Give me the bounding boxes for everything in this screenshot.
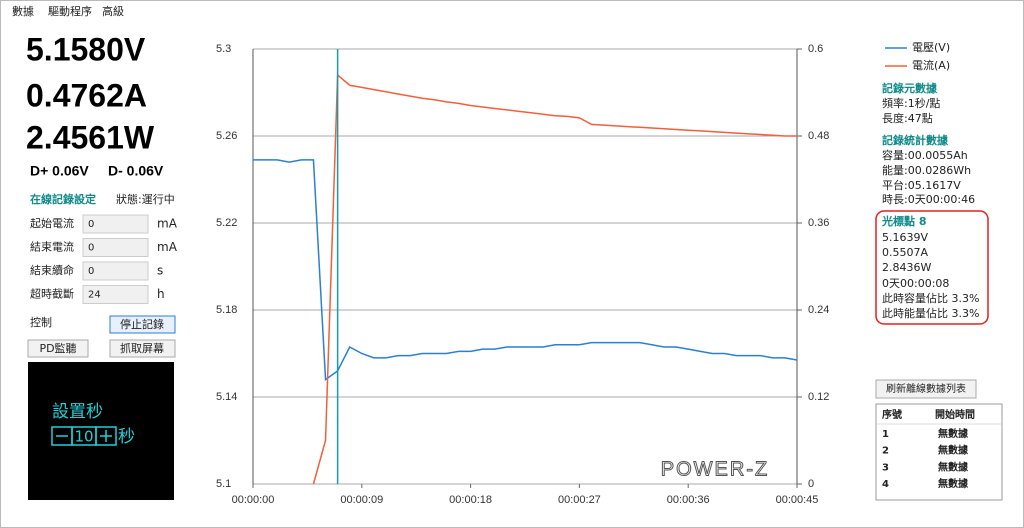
screen-controls (51, 426, 117, 446)
current-reading: 0.4762A (26, 77, 147, 113)
stop-button-label[interactable]: 停止記錄 (120, 317, 164, 331)
x-tick-label: 00:00:45 (776, 494, 819, 506)
cursor-box (875, 210, 989, 325)
series-line (253, 159, 798, 382)
setting-label: 結束續命 (30, 263, 74, 277)
cursor-time: 0天00:00:08 (882, 277, 949, 290)
cursor-voltage: 5.1639V (882, 231, 928, 244)
setting-unit: s (157, 264, 163, 278)
cursor-title: 光標點 8 (881, 214, 926, 228)
y2-tick-label: 0.36 (808, 217, 829, 229)
setting-unit: h (157, 287, 165, 301)
x-tick-label: 00:00:18 (449, 494, 492, 506)
status: 狀態:運行中 (116, 192, 175, 206)
length: 長度:47點 (882, 111, 933, 125)
screen-unit: 秒 (118, 427, 135, 447)
y2-tick-label: 0.12 (808, 391, 829, 403)
device-screen (28, 362, 174, 500)
settings-rows: 起始電流 0 mA 結束電流 0 mA 結束續命 0 s 超時截斷 24 h (30, 214, 178, 304)
cursor-current: 0.5507A (882, 246, 928, 259)
table-cell: 4 (882, 479, 889, 490)
setting-input[interactable] (82, 238, 149, 257)
capacity: 容量:00.0055Ah (882, 148, 968, 162)
setting-input[interactable] (82, 214, 149, 234)
power-reading: 2.4561W (26, 119, 155, 155)
setting-value: 0 (88, 266, 94, 277)
setting-label: 超時截斷 (30, 287, 74, 301)
dplus-reading: D+ 0.06V (30, 163, 89, 179)
platform: 平台:05.1617V (882, 178, 961, 192)
dminus-reading: D- 0.06V (108, 163, 164, 179)
setting-input[interactable] (82, 261, 149, 281)
table-cell: 1 (882, 429, 889, 440)
setting-value: 24 (88, 290, 101, 301)
table-cell: 2 (882, 446, 889, 457)
energy-ratio: 此時能量佔比 3.3% (882, 306, 979, 320)
logo: POWER-Z (661, 458, 769, 480)
capture-button-label[interactable]: 抓取屏幕 (120, 341, 164, 355)
x-tick-label: 00:00:00 (232, 494, 275, 506)
y-tick-label: 5.3 (216, 43, 231, 55)
energy: 能量:00.0286Wh (882, 163, 971, 177)
table-header: 序號 (882, 408, 902, 421)
setting-unit: mA (157, 240, 178, 254)
duration: 時長:0天00:00:46 (882, 193, 975, 206)
y2-tick-label: 0.24 (808, 304, 829, 316)
screen-title: 設置秒 (52, 402, 103, 422)
y2-tick-label: 0.6 (808, 43, 823, 55)
stats-title: 記錄統計數據 (882, 133, 949, 147)
pd-button-label[interactable]: PD監聽 (39, 341, 76, 355)
meta-title: 記錄元數據 (882, 81, 938, 95)
table-cell: 無數據 (938, 444, 969, 457)
control-label: 控制 (30, 315, 52, 329)
legend-label: 電壓(V) (912, 41, 950, 54)
table-cell: 無數據 (938, 477, 969, 490)
frequency: 頻率:1秒/點 (882, 96, 940, 110)
y2-tick-label: 0.48 (808, 130, 829, 142)
voltage-reading: 5.1580V (26, 31, 146, 67)
table-header: 開始時間 (935, 408, 975, 421)
settings-title: 在線記錄設定 (30, 192, 96, 206)
y-tick-label: 5.22 (216, 217, 237, 229)
table-cell: 3 (882, 462, 889, 473)
y-tick-label: 5.26 (216, 130, 237, 142)
x-tick-label: 00:00:27 (558, 494, 601, 506)
x-tick-label: 00:00:09 (340, 494, 383, 506)
table-body: 序號 開始時間 1 無數據 2 無數據 3 無數據 4 無數據 (882, 408, 975, 490)
setting-input[interactable] (82, 285, 149, 304)
legend-label: 電流(A) (912, 58, 950, 72)
menu-item[interactable]: 高級 (102, 4, 124, 18)
refresh-button-label[interactable]: 刷新離線數據列表 (886, 382, 966, 395)
menu-item[interactable]: 數據 (12, 4, 34, 18)
table-cell: 無數據 (938, 427, 969, 440)
record-table (875, 403, 1003, 501)
capacity-ratio: 此時容量佔比 3.3% (882, 291, 979, 305)
menu-item[interactable]: 驅動程序 (48, 4, 92, 18)
setting-label: 結束電流 (30, 240, 74, 254)
chart: 5.1 5.14 5.18 5.22 5.26 5.3 0 0.12 0.24 0.36 0.48 0… (216, 41, 950, 506)
y-tick-label: 5.14 (216, 391, 237, 403)
y-tick-label: 5.1 (216, 478, 231, 490)
stop-button[interactable] (109, 315, 176, 334)
table-cell: 無數據 (938, 460, 969, 473)
setting-value: 0 (88, 243, 94, 254)
screen-value: 10 (74, 428, 93, 446)
y-tick-label: 5.18 (216, 304, 237, 316)
cursor-power: 2.8436W (882, 261, 931, 274)
y2-tick-label: 0 (808, 478, 814, 490)
refresh-button[interactable] (875, 379, 977, 399)
series-line (312, 73, 797, 485)
x-tick-label: 00:00:36 (667, 494, 710, 506)
capture-button[interactable] (109, 339, 176, 358)
setting-label: 起始電流 (30, 216, 74, 230)
setting-unit: mA (157, 217, 178, 231)
setting-value: 0 (88, 219, 94, 230)
pd-button[interactable] (27, 339, 89, 358)
